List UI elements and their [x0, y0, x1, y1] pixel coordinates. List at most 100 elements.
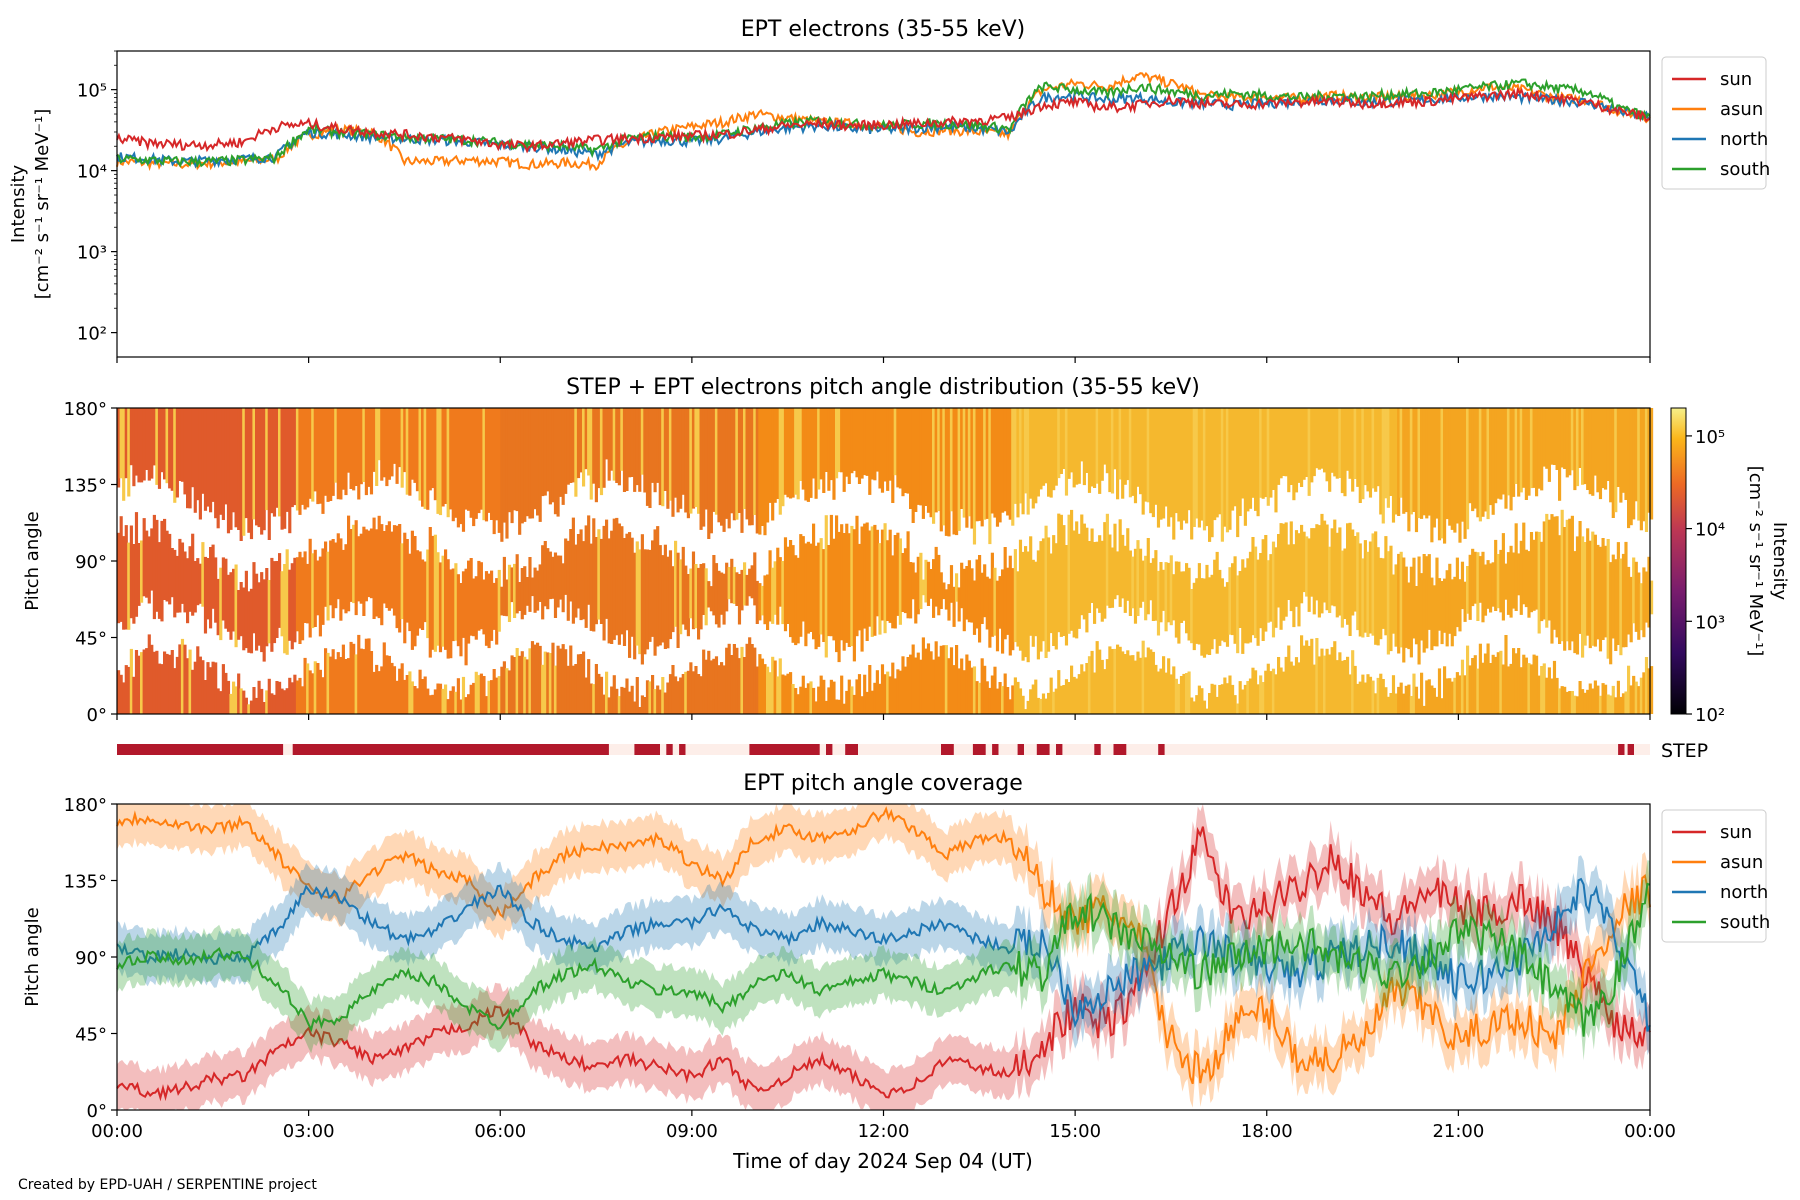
heatmap-cell	[1294, 657, 1299, 714]
heatmap-cell	[1529, 532, 1534, 613]
heatmap-cell	[1190, 697, 1194, 714]
heatmap-cell	[676, 408, 680, 513]
heatmap-cell	[1208, 408, 1212, 542]
heatmap-cell	[1466, 408, 1470, 530]
heatmap-cell	[1632, 675, 1636, 714]
heatmap-cell	[699, 564, 703, 630]
heatmap-cell	[919, 408, 923, 506]
step-bar	[826, 744, 833, 755]
heatmap-cell	[533, 567, 537, 613]
heatmap-cell	[1202, 408, 1207, 531]
heatmap-cell	[556, 555, 560, 608]
heatmap-cell	[684, 565, 688, 630]
heatmap-cell	[239, 688, 243, 714]
heatmap-cell	[242, 408, 246, 536]
heatmap-cell	[186, 558, 190, 624]
heatmap-cell	[1008, 408, 1012, 520]
heatmap-cell	[1624, 408, 1628, 500]
heatmap-cell	[926, 408, 931, 513]
heatmap-cell	[173, 408, 177, 503]
heatmap-cell	[290, 563, 294, 650]
heatmap-cell	[722, 665, 726, 714]
heatmap-cell	[1473, 655, 1477, 714]
heatmap-cell	[461, 408, 466, 532]
heatmap-cell	[479, 673, 483, 714]
heatmap-cell	[903, 666, 908, 714]
heatmap-cell	[132, 544, 136, 624]
heatmap-cell	[513, 408, 517, 511]
heatmap-cell	[1563, 686, 1567, 714]
heatmap-cell	[467, 694, 471, 714]
heatmap-cell	[1093, 542, 1097, 624]
heatmap-cell	[490, 408, 494, 520]
heatmap-cell	[1368, 676, 1373, 714]
heatmap-cell	[1034, 408, 1038, 504]
heatmap-cell	[875, 408, 879, 472]
heatmap-cell	[1315, 638, 1319, 714]
heatmap-cell	[857, 408, 862, 484]
heatmap-cell	[413, 536, 417, 647]
coverage-panel-title: EPT pitch angle coverage	[743, 771, 1023, 796]
heatmap-cell	[1164, 408, 1168, 507]
colorbar-tick-label: 10⁴	[1695, 520, 1725, 541]
heatmap-cell	[773, 660, 777, 714]
heatmap-cell	[1259, 408, 1263, 498]
heatmap-cell	[1616, 542, 1620, 645]
heatmap-cell	[1374, 531, 1378, 645]
heatmap-cell	[1118, 519, 1122, 607]
heatmap-cell	[681, 546, 685, 625]
heatmap-cell	[265, 408, 269, 511]
heatmap-cell	[349, 529, 353, 602]
heatmap-cell	[1274, 408, 1278, 513]
heatmap-cell	[326, 408, 330, 502]
heatmap-cell	[1496, 408, 1500, 499]
heatmap-cell	[1604, 408, 1608, 490]
heatmap-cell	[1182, 408, 1186, 521]
heatmap-cell	[518, 582, 522, 611]
heatmap-cell	[1062, 685, 1066, 714]
heatmap-cell	[1366, 551, 1370, 637]
heatmap-cell	[536, 408, 540, 516]
heatmap-cell	[155, 519, 159, 612]
heatmap-cell	[1279, 523, 1283, 630]
heatmap-cell	[1044, 525, 1048, 658]
heatmap-cell	[1437, 578, 1442, 631]
heatmap-cell	[469, 684, 473, 714]
heatmap-cell	[1305, 408, 1309, 477]
heatmap-cell	[421, 408, 425, 507]
heatmap-cell	[1093, 408, 1097, 488]
heatmap-cell	[886, 408, 890, 491]
heatmap-cell	[745, 408, 749, 520]
heatmap-cell	[829, 679, 833, 714]
heatmap-cell	[955, 573, 959, 602]
heatmap-cell	[1146, 647, 1150, 714]
heatmap-cell	[298, 408, 302, 515]
heatmap-cell	[1231, 563, 1235, 636]
heatmap-cell	[1323, 655, 1327, 714]
heatmap-cell	[778, 557, 782, 607]
heatmap-cell	[1248, 408, 1253, 509]
heatmap-cell	[372, 517, 376, 619]
heatmap-cell	[1320, 648, 1324, 714]
heatmap-cell	[1317, 525, 1321, 618]
heatmap-cell	[1440, 581, 1444, 645]
heatmap-cell	[1282, 408, 1286, 476]
heatmap-cell	[1159, 408, 1163, 520]
heatmap-cell	[617, 408, 621, 486]
step-bar	[1036, 744, 1050, 755]
heatmap-cell	[1386, 696, 1390, 714]
heatmap-cell	[1248, 678, 1253, 714]
heatmap-cell	[840, 408, 844, 473]
heatmap-cell	[357, 536, 361, 602]
heatmap-cell	[1016, 681, 1020, 714]
heatmap-cell	[410, 530, 414, 650]
band-asun	[117, 804, 1650, 1108]
heatmap-cell	[855, 408, 859, 478]
heatmap-cell	[237, 673, 241, 714]
heatmap-cell	[1374, 693, 1378, 714]
heatmap-cell	[1614, 408, 1618, 513]
heatmap-cell	[175, 555, 179, 613]
heatmap-cell	[147, 634, 151, 714]
heatmap-cell	[1632, 557, 1636, 624]
heatmap-cell	[607, 538, 611, 644]
